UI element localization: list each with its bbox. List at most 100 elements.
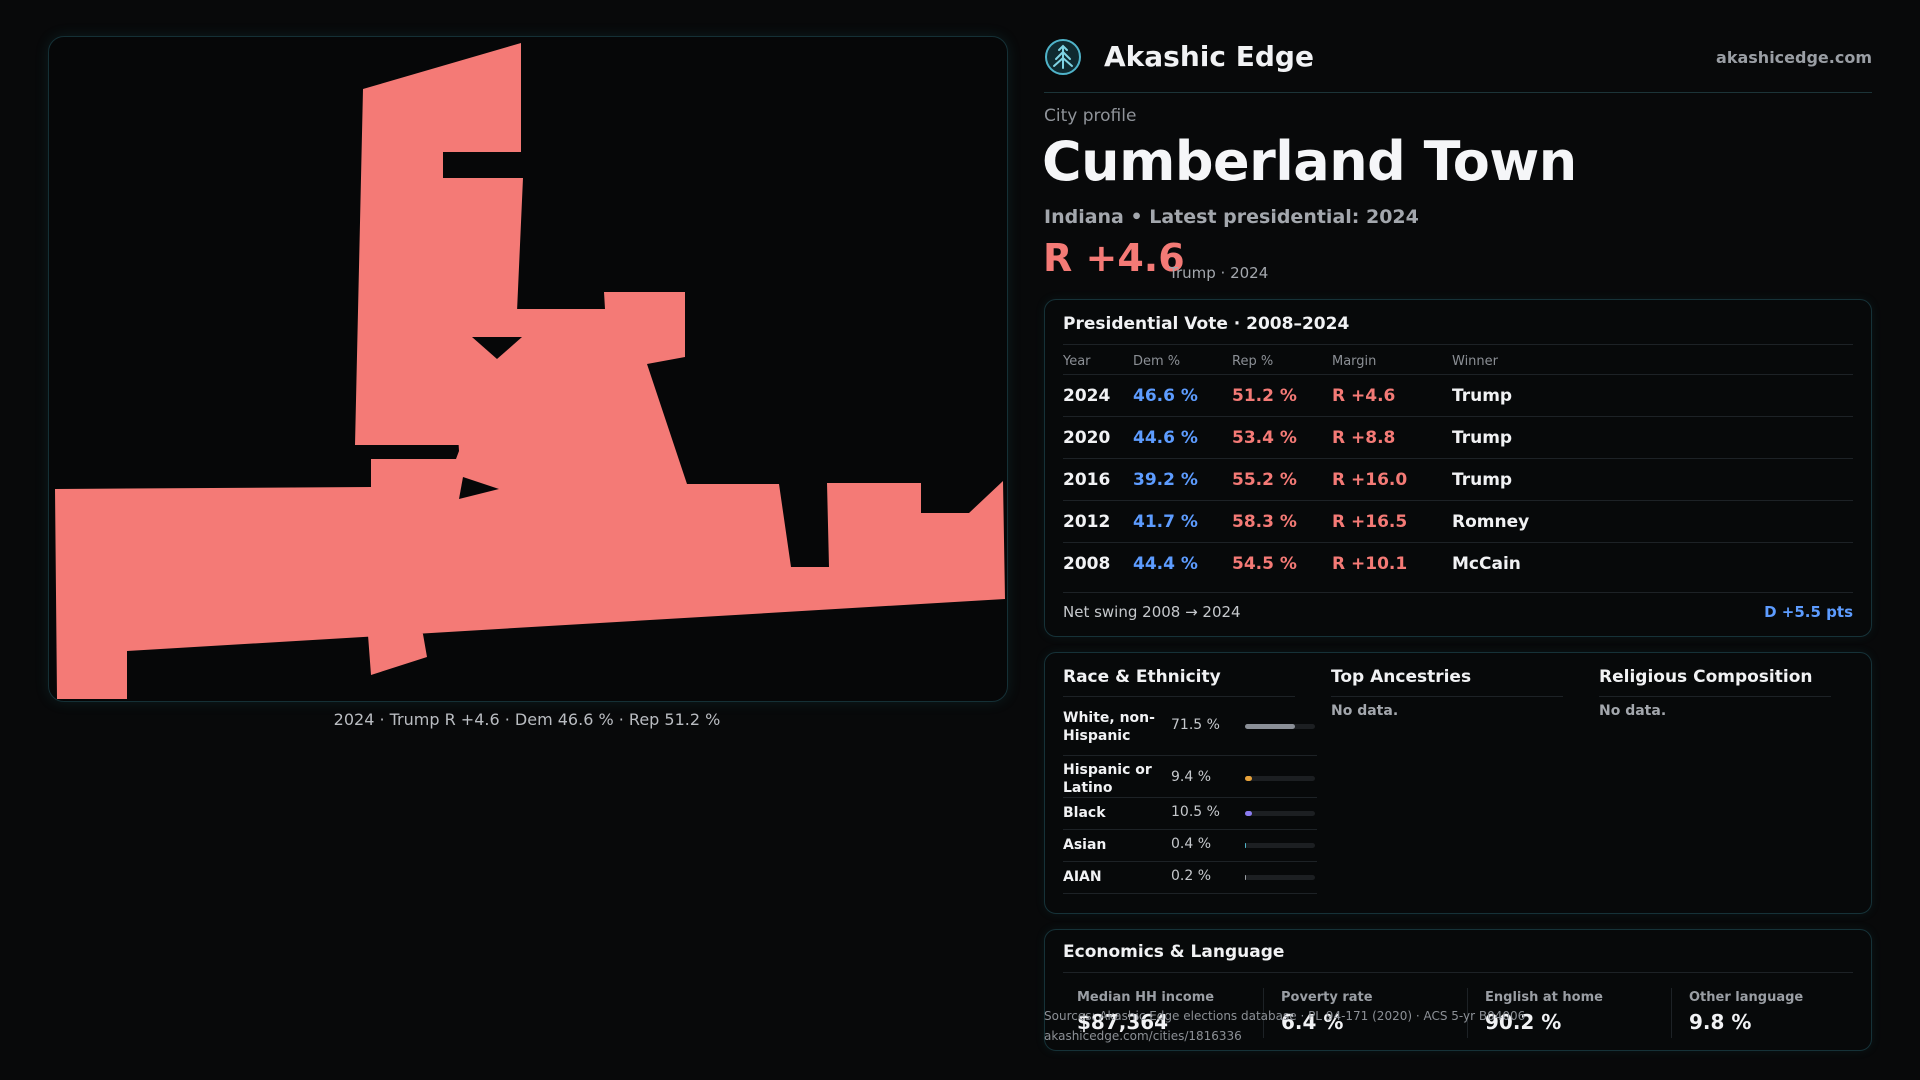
race-pct: 71.5 %: [1171, 717, 1220, 733]
race-title: Race & Ethnicity: [1063, 667, 1295, 697]
headline-margin: R +4.6: [1043, 236, 1185, 280]
cell-margin: R +8.8: [1332, 428, 1396, 448]
race-name: Hispanic or Latino: [1063, 762, 1152, 796]
card-title: Presidential Vote · 2008–2024: [1063, 314, 1350, 334]
race-pct: 10.5 %: [1171, 804, 1220, 820]
race-name: AIAN: [1063, 869, 1102, 885]
race-row: AIAN 0.2 %: [1063, 861, 1317, 894]
cell-winner: Trump: [1452, 428, 1513, 448]
cell-year: 2016: [1063, 470, 1111, 490]
cell-dem: 39.2 %: [1133, 470, 1198, 490]
cell-dem: 44.4 %: [1133, 554, 1198, 574]
stat-tile: Poverty rate 6.4 %: [1267, 990, 1469, 1038]
page-title: Cumberland Town: [1042, 130, 1577, 193]
ancestries-empty: No data.: [1331, 703, 1399, 719]
cell-margin: R +16.5: [1332, 512, 1408, 532]
race-share-fill: [1245, 724, 1296, 729]
cell-dem: 41.7 %: [1133, 512, 1198, 532]
net-swing-row: Net swing 2008 → 2024 D +5.5 pts: [1063, 592, 1853, 633]
race-pct: 0.4 %: [1171, 836, 1212, 852]
stat-value: 6.4 %: [1281, 1010, 1344, 1034]
religion-empty: No data.: [1599, 703, 1667, 719]
tree-logo-icon[interactable]: [1044, 38, 1082, 76]
race-name: Asian: [1063, 837, 1107, 853]
column-header-dem: Dem %: [1133, 354, 1181, 369]
race-share-fill: [1245, 776, 1252, 781]
stat-label: Poverty rate: [1281, 990, 1373, 1005]
stat-value: 90.2 %: [1485, 1010, 1562, 1034]
brand-url-link[interactable]: akashicedge.com: [1716, 48, 1872, 67]
column-header-winner: Winner: [1452, 354, 1499, 369]
cell-year: 2012: [1063, 512, 1111, 532]
column-header-margin: Margin: [1332, 354, 1377, 369]
page-subtitle: Indiana • Latest presidential: 2024: [1044, 206, 1419, 228]
column-header-rep: Rep %: [1232, 354, 1274, 369]
cell-rep: 54.5 %: [1232, 554, 1297, 574]
source-footer: Sources: Akashic Edge elections database…: [1044, 1006, 1525, 1046]
column-header-year: Year: [1063, 354, 1091, 369]
cell-rep: 55.2 %: [1232, 470, 1297, 490]
stat-tile: English at home 90.2 %: [1471, 990, 1673, 1038]
table-row: 2012 41.7 % 58.3 % R +16.5 Romney: [1063, 500, 1853, 543]
cell-rep: 53.4 %: [1232, 428, 1297, 448]
race-name: White, non-Hispanic: [1063, 710, 1155, 744]
brand-header: Akashic Edge akashicedge.com: [1044, 38, 1872, 93]
stat-divider: [1467, 988, 1468, 1038]
cell-dem: 46.6 %: [1133, 386, 1198, 406]
table-row: 2020 44.6 % 53.4 % R +8.8 Trump: [1063, 416, 1853, 459]
stat-label: Median HH income: [1077, 990, 1215, 1005]
cell-rep: 51.2 %: [1232, 386, 1297, 406]
table-row: 2024 46.6 % 51.2 % R +4.6 Trump: [1063, 374, 1853, 417]
net-swing-label: Net swing 2008 → 2024: [1063, 603, 1241, 621]
source-citation: Sources: Akashic Edge elections database…: [1044, 1009, 1526, 1023]
cell-winner: Trump: [1452, 470, 1513, 490]
race-row: Asian 0.4 %: [1063, 829, 1317, 862]
city-boundary-map: [55, 43, 1005, 699]
headline-margin-note: Trump · 2024: [1169, 264, 1269, 282]
map-notch: [472, 337, 522, 359]
religion-title: Religious Composition: [1599, 667, 1831, 697]
race-row: Black 10.5 %: [1063, 797, 1317, 830]
cell-winner: McCain: [1452, 554, 1521, 574]
cell-margin: R +4.6: [1332, 386, 1396, 406]
presidential-vote-card: Presidential Vote · 2008–2024 Year Dem %…: [1044, 299, 1872, 637]
race-pct: 9.4 %: [1171, 769, 1212, 785]
economics-card: Economics & Language Median HH income $87…: [1044, 929, 1872, 1051]
race-share-fill: [1245, 811, 1253, 816]
table-row: 2016 39.2 % 55.2 % R +16.0 Trump: [1063, 458, 1853, 501]
ancestries-title: Top Ancestries: [1331, 667, 1563, 697]
stat-divider: [1671, 988, 1672, 1038]
stat-tile: Other language 9.8 %: [1675, 990, 1877, 1038]
cell-rep: 58.3 %: [1232, 512, 1297, 532]
cell-winner: Romney: [1452, 512, 1530, 532]
divider: [1063, 972, 1853, 973]
cell-year: 2024: [1063, 386, 1111, 406]
cell-margin: R +16.0: [1332, 470, 1408, 490]
source-url-link[interactable]: akashicedge.com/cities/1816336: [1044, 1029, 1242, 1043]
net-swing-value: D +5.5 pts: [1764, 603, 1853, 621]
cell-year: 2020: [1063, 428, 1111, 448]
race-share-bar: [1245, 776, 1315, 781]
page-kicker: City profile: [1044, 106, 1137, 126]
race-row: Hispanic or Latino 9.4 %: [1063, 755, 1317, 798]
cell-winner: Trump: [1452, 386, 1513, 406]
table-row: 2008 44.4 % 54.5 % R +10.1 McCain: [1063, 542, 1853, 585]
map-panel: [48, 36, 1008, 702]
cell-year: 2008: [1063, 554, 1111, 574]
cell-margin: R +10.1: [1332, 554, 1408, 574]
stat-value: $87,364: [1077, 1010, 1169, 1034]
race-share-bar: [1245, 811, 1315, 816]
map-notch: [459, 477, 499, 499]
stat-label: Other language: [1689, 990, 1804, 1005]
map-caption: 2024 · Trump R +4.6 · Dem 46.6 % · Rep 5…: [333, 710, 721, 729]
stat-value: 9.8 %: [1689, 1010, 1752, 1034]
economics-title: Economics & Language: [1063, 942, 1285, 962]
stat-tile: Median HH income $87,364: [1063, 990, 1265, 1038]
city-boundary-shape[interactable]: [55, 43, 1005, 699]
race-share-bar: [1245, 724, 1315, 729]
race-share-bar: [1245, 843, 1315, 848]
brand-name[interactable]: Akashic Edge: [1104, 40, 1314, 73]
cell-dem: 44.6 %: [1133, 428, 1198, 448]
race-pct: 0.2 %: [1171, 868, 1212, 884]
demographics-card: Race & Ethnicity White, non-Hispanic 71.5…: [1044, 652, 1872, 914]
